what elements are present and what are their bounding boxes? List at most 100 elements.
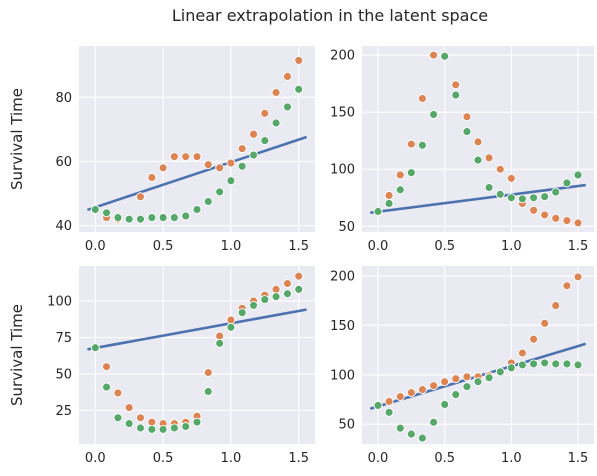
x-tick-label: 1.5 — [568, 239, 589, 254]
scatter-point-green — [440, 51, 450, 61]
scatter-point-orange — [451, 374, 461, 384]
y-tick-label: 50 — [338, 418, 355, 433]
scatter-point-orange — [562, 216, 572, 226]
x-tick-label: 0.5 — [153, 239, 174, 254]
scatter-point-orange — [562, 281, 572, 291]
scatter-point-orange — [573, 218, 583, 228]
scatter-point-green — [373, 400, 383, 410]
x-tick-label: 0.0 — [85, 451, 106, 466]
subplot-top-right: 0.0 0.5 1.0 1.5 50 100 150 200 — [330, 46, 594, 254]
scatter-point-green — [124, 214, 134, 224]
scatter-point-orange — [147, 173, 157, 182]
scatter-point-green — [226, 176, 236, 186]
scatter-point-orange — [551, 301, 561, 311]
scatter-point-green — [237, 308, 247, 318]
scatter-point-green — [147, 213, 157, 223]
scatter-point-orange — [192, 152, 202, 162]
scatter-point-green — [90, 343, 100, 353]
scatter-point-orange — [226, 158, 236, 168]
scatter-point-orange — [237, 144, 247, 154]
x-tick-label: 1.5 — [568, 451, 589, 466]
y-tick-label: 60 — [55, 155, 72, 170]
scatter-point-orange — [540, 318, 550, 328]
scatter-point-orange — [451, 80, 461, 90]
scatter-point-orange — [158, 163, 168, 173]
scatter-point-green — [203, 197, 213, 206]
x-tick-label: 0.0 — [85, 239, 106, 254]
scatter-point-green — [260, 136, 270, 146]
scatter-point-green — [135, 423, 145, 433]
scatter-point-green — [102, 208, 111, 218]
scatter-point-green — [495, 367, 505, 377]
scatter-point-green — [113, 413, 123, 423]
scatter-point-green — [429, 417, 439, 427]
scatter-point-orange — [271, 88, 281, 97]
y-tick-label: 75 — [55, 331, 72, 346]
scatter-point-orange — [384, 191, 394, 200]
scatter-point-green — [517, 360, 527, 370]
scatter-point-orange — [406, 388, 416, 398]
x-tick-label: 0.0 — [368, 239, 389, 254]
scatter-point-orange — [203, 368, 213, 377]
scatter-point-green — [395, 423, 405, 433]
scatter-point-orange — [294, 271, 304, 281]
y-tick-label: 40 — [55, 219, 72, 234]
scatter-point-orange — [147, 417, 157, 427]
y-tick-label: 80 — [55, 91, 72, 106]
scatter-point-orange — [271, 284, 281, 294]
scatter-point-orange — [203, 160, 213, 170]
scatter-point-orange — [181, 152, 191, 162]
subplot-bottom-left: 0.0 0.5 1.0 1.5 25 50 75 100 Survival Time — [8, 266, 315, 466]
scatter-point-green — [440, 399, 450, 409]
scatter-point-green — [451, 90, 461, 100]
scatter-point-green — [384, 407, 394, 417]
y-tick-label: 100 — [330, 163, 355, 178]
scatter-point-green — [237, 161, 247, 171]
scatter-point-green — [124, 419, 134, 429]
y-axis-label: Survival Time — [8, 304, 26, 406]
scatter-point-green — [462, 382, 472, 392]
scatter-point-orange — [462, 372, 472, 382]
scatter-point-orange — [529, 205, 539, 215]
scatter-point-green — [192, 417, 202, 427]
y-tick-label: 150 — [330, 319, 355, 334]
plot-content — [370, 50, 586, 228]
scatter-point-orange — [529, 334, 539, 344]
figure-title: Linear extrapolation in the latent space — [172, 6, 488, 25]
y-tick-label: 25 — [55, 404, 72, 419]
scatter-point-green — [215, 338, 225, 348]
scatter-point-green — [417, 433, 427, 443]
scatter-point-green — [113, 213, 123, 223]
x-tick-label: 0.5 — [434, 451, 455, 466]
scatter-point-orange — [283, 279, 292, 288]
scatter-point-green — [384, 199, 394, 208]
y-tick-label: 50 — [338, 220, 355, 235]
y-tick-label: 150 — [330, 106, 355, 121]
scatter-point-green — [283, 289, 292, 299]
scatter-point-orange — [113, 388, 123, 398]
scatter-point-orange — [429, 50, 439, 60]
x-tick-label: 1.5 — [288, 239, 309, 254]
y-tick-label: 100 — [330, 368, 355, 383]
scatter-point-green — [406, 429, 416, 439]
scatter-point-green — [271, 118, 281, 128]
scatter-point-green — [90, 205, 100, 215]
scatter-point-green — [551, 187, 561, 197]
scatter-point-green — [158, 213, 168, 223]
scatter-point-green — [429, 110, 439, 119]
scatter-point-orange — [249, 129, 259, 139]
y-tick-label: 200 — [330, 269, 355, 284]
subplot-grid: 0.0 0.5 1.0 1.5 40 60 80 Survival Time 0.0 0.5 1.0… — [8, 46, 594, 466]
scatter-point-green — [573, 360, 583, 370]
scatter-point-green — [192, 205, 202, 215]
scatter-point-green — [373, 207, 383, 216]
scatter-point-green — [135, 214, 145, 224]
scatter-point-green — [147, 424, 157, 434]
extrapolation-line — [87, 136, 307, 211]
scatter-point-green — [181, 211, 191, 221]
scatter-point-orange — [135, 192, 145, 202]
scatter-point-orange — [169, 152, 179, 162]
scatter-point-green — [271, 292, 281, 302]
scatter-point-green — [473, 377, 483, 387]
